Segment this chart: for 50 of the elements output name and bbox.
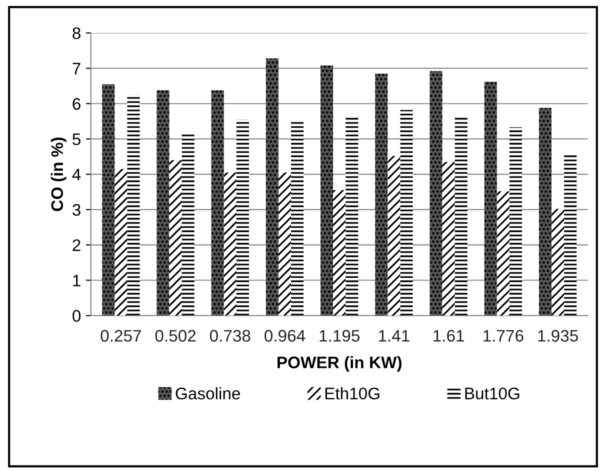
y-tick-label: 8: [72, 27, 80, 40]
x-tick-label: 0.502: [155, 330, 196, 342]
bar: [509, 127, 522, 316]
bar: [346, 116, 358, 316]
bar: [224, 172, 236, 316]
y-tick-label: 0: [72, 310, 81, 322]
y-tick-label: 1: [73, 274, 80, 286]
bar: [169, 160, 182, 316]
y-tick-label: 2: [72, 239, 80, 251]
bar: [564, 153, 577, 316]
y-tick-label: 6: [72, 98, 80, 110]
bar: [388, 156, 400, 316]
bar: [496, 191, 510, 316]
y-tick-label: 5: [72, 134, 80, 146]
bar: [114, 168, 128, 316]
x-tick-label: 0.257: [100, 330, 141, 342]
y-tick-label: 4: [72, 168, 81, 180]
bar: [266, 58, 278, 316]
bar: [211, 90, 224, 316]
bar: [442, 162, 455, 316]
bar: [333, 190, 346, 316]
bar: [538, 108, 552, 316]
x-tick-label: 1.61: [434, 330, 464, 342]
x-tick-label: 1.41: [379, 330, 410, 342]
bar: [552, 208, 564, 316]
bar: [320, 65, 334, 316]
bar: [454, 116, 468, 316]
y-tick-label: 3: [72, 204, 80, 216]
bar: [278, 172, 292, 316]
x-axis-title: POWER (in KW): [278, 356, 402, 372]
bar: [484, 82, 497, 316]
bar: [156, 90, 170, 316]
bar: [375, 74, 388, 316]
y-axis-title: CO (in %): [50, 138, 66, 212]
y-tick-label: 7: [72, 62, 80, 74]
bar: [400, 110, 413, 316]
bar: [236, 120, 249, 316]
x-tick-label: 0.964: [264, 330, 306, 342]
bar: [291, 121, 304, 316]
x-tick-label: 1.195: [320, 330, 360, 342]
x-tick-label: 1.776: [484, 330, 524, 342]
bar: [430, 71, 442, 316]
legend-label: Eth10G: [325, 387, 380, 400]
x-tick-label: 1.935: [538, 330, 578, 342]
x-tick-label: 0.738: [210, 330, 250, 342]
legend-label: But10G: [465, 388, 520, 400]
bar: [182, 132, 194, 316]
bar: [102, 84, 115, 316]
bar: [127, 94, 140, 316]
legend-label: Gasoline: [176, 387, 240, 400]
